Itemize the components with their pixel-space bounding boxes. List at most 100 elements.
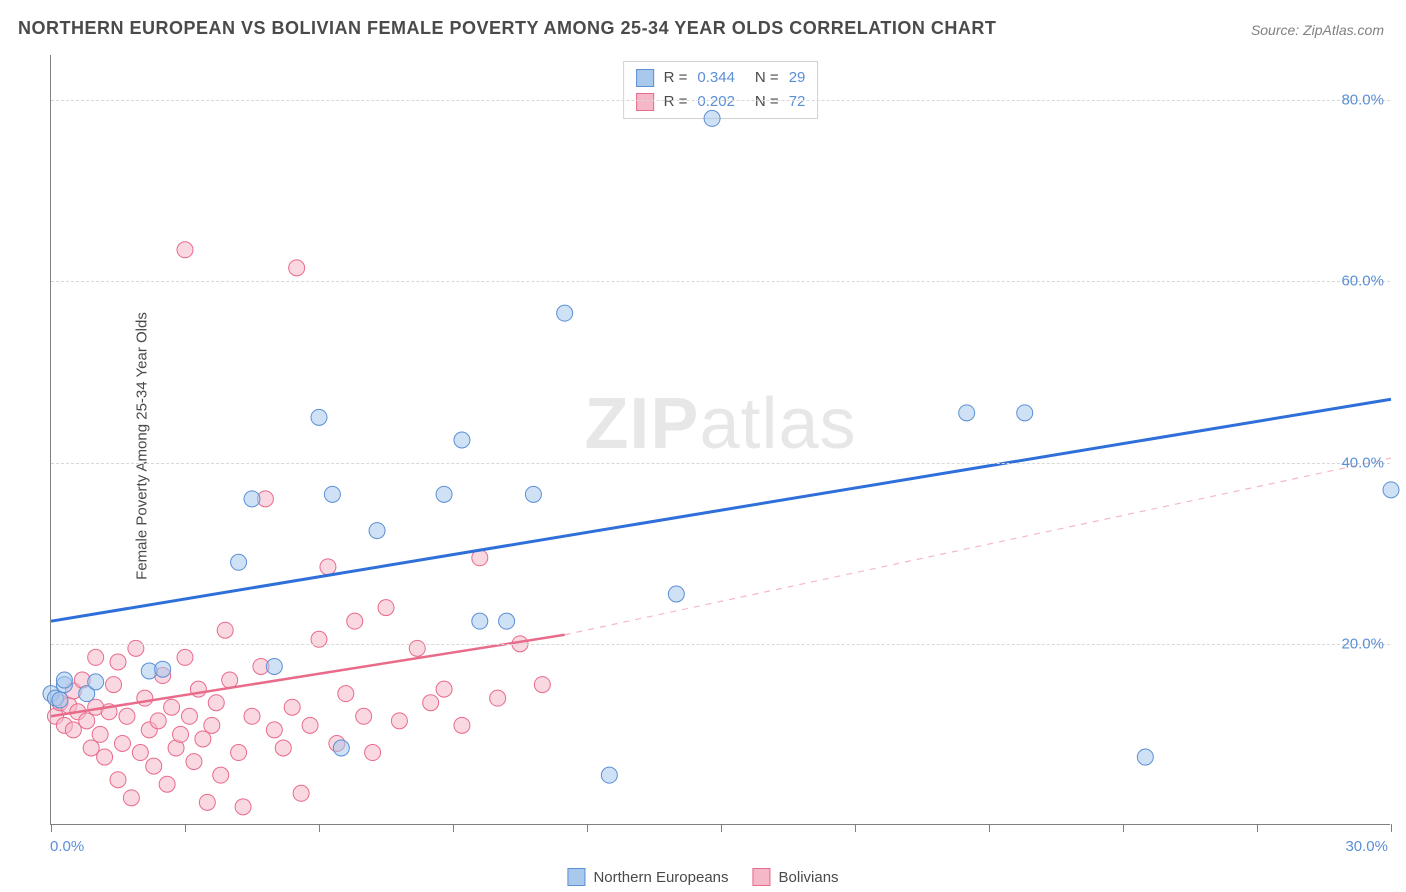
data-point <box>137 690 153 706</box>
data-point <box>333 740 349 756</box>
data-point <box>164 699 180 715</box>
data-point <box>525 486 541 502</box>
data-point <box>472 613 488 629</box>
data-point <box>79 713 95 729</box>
data-point <box>217 622 233 638</box>
data-point <box>231 745 247 761</box>
data-point <box>128 640 144 656</box>
data-point <box>146 758 162 774</box>
data-point <box>244 491 260 507</box>
data-point <box>88 649 104 665</box>
data-point <box>222 672 238 688</box>
data-point <box>338 686 354 702</box>
data-point <box>213 767 229 783</box>
data-point <box>177 242 193 258</box>
data-point <box>114 735 130 751</box>
data-point <box>1017 405 1033 421</box>
data-point <box>499 613 515 629</box>
data-point <box>311 409 327 425</box>
data-point <box>436 681 452 697</box>
series-legend: Northern Europeans Bolivians <box>567 868 838 886</box>
data-point <box>199 794 215 810</box>
gridline <box>51 463 1390 464</box>
x-tick <box>319 824 320 832</box>
plot-svg <box>51 55 1390 824</box>
data-point <box>1137 749 1153 765</box>
data-point <box>110 772 126 788</box>
data-point <box>302 717 318 733</box>
data-point <box>409 640 425 656</box>
gridline <box>51 644 1390 645</box>
data-point <box>601 767 617 783</box>
x-tick <box>51 824 52 832</box>
source-label: Source: ZipAtlas.com <box>1251 22 1384 38</box>
trend-line <box>51 399 1391 621</box>
y-tick-label: 60.0% <box>1341 273 1384 290</box>
data-point <box>119 708 135 724</box>
x-tick <box>453 824 454 832</box>
data-point <box>177 649 193 665</box>
data-point <box>56 672 72 688</box>
data-point <box>123 790 139 806</box>
y-tick-label: 80.0% <box>1341 92 1384 109</box>
data-point <box>324 486 340 502</box>
legend-item-ne: Northern Europeans <box>567 868 728 886</box>
data-point <box>106 677 122 693</box>
data-point <box>557 305 573 321</box>
data-point <box>454 717 470 733</box>
data-point <box>365 745 381 761</box>
data-point <box>204 717 220 733</box>
gridline <box>51 281 1390 282</box>
data-point <box>275 740 291 756</box>
plot-area: ZIPatlas R = 0.344 N = 29 R = 0.202 N = … <box>50 55 1390 825</box>
data-point <box>173 726 189 742</box>
gridline <box>51 100 1390 101</box>
x-tick <box>1123 824 1124 832</box>
swatch-bo <box>753 868 771 886</box>
data-point <box>132 745 148 761</box>
y-tick-label: 20.0% <box>1341 635 1384 652</box>
data-point <box>52 692 68 708</box>
x-axis-min: 0.0% <box>50 838 84 855</box>
trend-line <box>565 458 1391 635</box>
data-point <box>150 713 166 729</box>
data-point <box>668 586 684 602</box>
data-point <box>181 708 197 724</box>
data-point <box>244 708 260 724</box>
data-point <box>490 690 506 706</box>
data-point <box>266 722 282 738</box>
data-point <box>311 631 327 647</box>
data-point <box>155 661 171 677</box>
x-tick <box>989 824 990 832</box>
data-point <box>186 754 202 770</box>
data-point <box>959 405 975 421</box>
x-tick <box>185 824 186 832</box>
data-point <box>195 731 211 747</box>
legend-label-bo: Bolivians <box>779 869 839 886</box>
data-point <box>65 722 81 738</box>
x-tick <box>721 824 722 832</box>
x-axis-max: 30.0% <box>1345 838 1388 855</box>
data-point <box>534 677 550 693</box>
data-point <box>88 674 104 690</box>
data-point <box>235 799 251 815</box>
data-point <box>378 600 394 616</box>
data-point <box>436 486 452 502</box>
data-point <box>159 776 175 792</box>
data-point <box>347 613 363 629</box>
data-point <box>208 695 224 711</box>
data-point <box>97 749 113 765</box>
data-point <box>110 654 126 670</box>
data-point <box>284 699 300 715</box>
swatch-ne <box>567 868 585 886</box>
chart-title: NORTHERN EUROPEAN VS BOLIVIAN FEMALE POV… <box>18 18 996 39</box>
y-tick-label: 40.0% <box>1341 454 1384 471</box>
data-point <box>289 260 305 276</box>
data-point <box>1383 482 1399 498</box>
legend-label-ne: Northern Europeans <box>593 869 728 886</box>
data-point <box>83 740 99 756</box>
data-point <box>369 523 385 539</box>
data-point <box>266 658 282 674</box>
data-point <box>231 554 247 570</box>
data-point <box>704 110 720 126</box>
